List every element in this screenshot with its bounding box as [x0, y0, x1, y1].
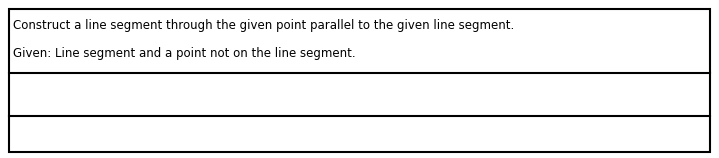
Text: Given: Line segment and a point not on the line segment.: Given: Line segment and a point not on t… [13, 47, 356, 60]
Text: Construct a line segment through the given point parallel to the given line segm: Construct a line segment through the giv… [13, 19, 514, 32]
